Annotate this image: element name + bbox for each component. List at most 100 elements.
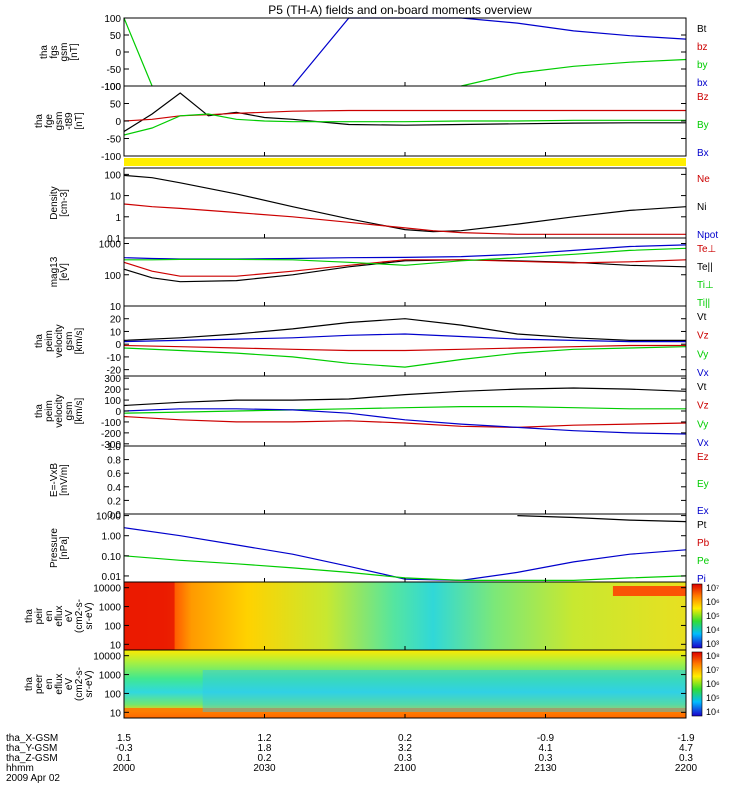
footer-value: 0.2 — [398, 733, 412, 744]
y-tick-label: 100 — [104, 396, 121, 407]
y-axis-label: fgs — [49, 45, 60, 58]
y-axis-label: gsm — [64, 402, 75, 421]
y-tick-label: 0.4 — [107, 483, 121, 494]
legend-entry: Ex — [697, 506, 709, 517]
y-tick-label: 50 — [110, 31, 122, 42]
y-axis-label: [cm-3] — [59, 189, 70, 217]
y-tick-label: -100 — [101, 152, 121, 163]
y-tick-label: 10 — [110, 640, 122, 651]
y-tick-label: 1.0 — [107, 442, 121, 453]
legend-entry: Ti|| — [697, 298, 710, 309]
legend-entry: By — [697, 120, 709, 131]
y-tick-label: 200 — [104, 385, 121, 396]
y-tick-label: 0.10 — [102, 552, 122, 563]
legend-entry: Pi — [697, 574, 706, 585]
spectrogram-9 — [124, 582, 686, 650]
panel-8: 10.00 1.00 0.10 0.01 Pressure [nPa] Pt Pb Pe Pi — [49, 512, 710, 585]
y-axis-label: tha — [34, 114, 45, 128]
legend-entry: Bt — [697, 24, 707, 35]
y-tick-label: 0.6 — [107, 469, 121, 480]
legend-entry: Vt — [697, 312, 707, 323]
y-tick-label: 20 — [110, 315, 122, 326]
y-tick-label: 1000 — [99, 240, 122, 251]
y-axis-label: E=-VxB — [49, 463, 60, 498]
colorbar — [691, 583, 703, 649]
series-line-2 — [123, 555, 687, 581]
y-axis-label: velocity — [54, 394, 65, 427]
y-tick-label: -100 — [101, 418, 121, 429]
footer-value: 1.2 — [258, 733, 272, 744]
panel-frame — [123, 85, 687, 157]
panel-2: 100 50 0 -50 -100 tha fge gsm -t89 [nT] Bz By Bx — [34, 82, 709, 163]
footer-label-z: tha_Z-GSM — [6, 753, 58, 764]
footer-label-y: tha_Y-GSM — [6, 743, 57, 754]
footer-value: 3.2 — [398, 743, 412, 754]
y-tick-label: -100 — [101, 82, 121, 93]
series-line-1 — [123, 387, 687, 407]
y-tick-label: 0.1 — [107, 234, 121, 245]
panel-7: 1.0 0.8 0.6 0.4 0.2 0.0 E=-VxB [mV/m] Ez Ey Ex — [49, 442, 709, 521]
y-tick-label: 0.0 — [107, 510, 121, 521]
y-tick-label: 100 — [104, 621, 121, 632]
y-axis-label: en — [44, 678, 55, 689]
legend-entry: Vz — [697, 401, 709, 412]
y-axis-label: [km/s] — [74, 397, 85, 424]
panel-4: 1000 100 10 mag13 [eV] Te⊥ Te|| Ti⊥ Ti|| — [49, 237, 716, 313]
footer-value: 2030 — [253, 763, 276, 774]
y-tick-label: 10 — [110, 192, 122, 203]
footer-value: 2200 — [675, 763, 698, 774]
footer-value: 0.3 — [679, 753, 693, 764]
series-line-1 — [123, 92, 686, 133]
spectrogram-hot-band — [124, 582, 175, 650]
series-line-2 — [123, 203, 686, 235]
y-tick-label: 0 — [115, 340, 121, 351]
colorbar — [691, 651, 703, 717]
legend-entry: Te⊥ — [697, 244, 716, 255]
colorbar-tick: 10⁴ — [706, 707, 720, 717]
series-line-1 — [123, 259, 687, 283]
y-tick-label: 50 — [110, 100, 122, 111]
y-tick-label: 100 — [104, 271, 121, 282]
legend-entry: Pb — [697, 538, 710, 549]
series-line-1 — [123, 527, 687, 582]
spectrogram-hot-patch — [612, 586, 686, 596]
y-tick-label: 300 — [104, 374, 121, 385]
colorbar-tick: 10⁵ — [706, 611, 720, 621]
series-line-1 — [123, 174, 687, 233]
series-line-4 — [124, 247, 687, 266]
y-axis-label: Pressure — [49, 528, 60, 568]
series-line-4 — [123, 408, 687, 435]
y-axis-label: sr-eV) — [84, 602, 95, 629]
y-tick-label: 0 — [115, 407, 121, 418]
legend-entry: Vz — [697, 331, 709, 342]
y-tick-label: 100 — [104, 689, 121, 700]
footer-date: 2009 Apr 02 — [6, 773, 60, 784]
colorbar-tick: 10⁵ — [706, 693, 720, 703]
legend-entry: Vx — [697, 368, 709, 379]
panel-1: 100 50 0 -50 -100 tha fgs gsm [nT] Bt bz by bx — [39, 14, 708, 93]
y-tick-label: 0.01 — [102, 572, 122, 583]
figure-title: P5 (TH-A) fields and on-board moments ov… — [268, 3, 532, 17]
legend-entry: Ey — [697, 479, 709, 490]
y-tick-label: 10.00 — [96, 512, 121, 523]
series-line-2 — [123, 259, 687, 277]
footer-value: -0.3 — [115, 743, 133, 754]
y-axis-label: [nT] — [69, 43, 80, 60]
legend-entry: Vy — [697, 349, 708, 360]
legend-entry: Ne — [697, 174, 710, 185]
y-tick-label: 0.8 — [107, 456, 121, 467]
footer-value: 4.7 — [679, 743, 693, 754]
y-tick-label: -50 — [107, 65, 122, 76]
footer-value: 1.8 — [258, 743, 272, 754]
y-tick-label: 1000 — [99, 603, 122, 614]
y-axis-label: eflux — [54, 673, 65, 694]
series-line-3 — [123, 415, 687, 429]
footer-value: 4.1 — [539, 743, 553, 754]
colorbar-tick: 10³ — [706, 639, 719, 649]
series-line-3 — [123, 344, 686, 352]
y-tick-label: -20 — [107, 366, 122, 377]
series-line-2 — [123, 406, 686, 414]
series-line-2 — [123, 333, 686, 343]
legend-entry: Ti⊥ — [697, 280, 714, 291]
